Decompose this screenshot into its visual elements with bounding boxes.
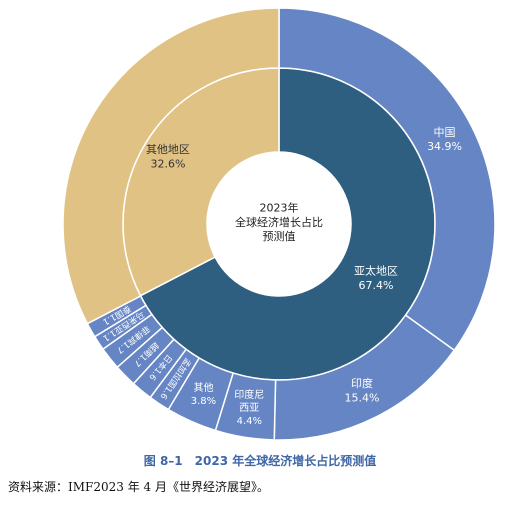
center-label: 2023年全球经济增长占比预测值 bbox=[235, 201, 323, 244]
outer-slice-10 bbox=[62, 7, 280, 325]
label-asia-pacific: 亚太地区 67.4% bbox=[354, 265, 398, 292]
source-note: 资料来源：IMF2023 年 4 月《世界经济展望》。 bbox=[8, 480, 269, 494]
label-slice-2: 印度尼西亚 4.4% bbox=[234, 388, 264, 427]
label-slice-1: 印度 15.4% bbox=[344, 376, 379, 404]
nested-donut-chart: 其他地区 32.6% 亚太地区 67.4% 中国 34.9% 印度 15.4% 印度尼西亚 4.4… bbox=[62, 7, 496, 441]
figure-caption: 图 8–1 2023 年全球经济增长占比预测值 bbox=[143, 454, 377, 468]
label-other-region: 其他地区 32.6% bbox=[146, 143, 190, 170]
label-slice-3: 其他 3.8% bbox=[191, 381, 216, 407]
outer-slice-0 bbox=[278, 7, 496, 352]
label-slice-0: 中国 34.9% bbox=[427, 126, 462, 153]
